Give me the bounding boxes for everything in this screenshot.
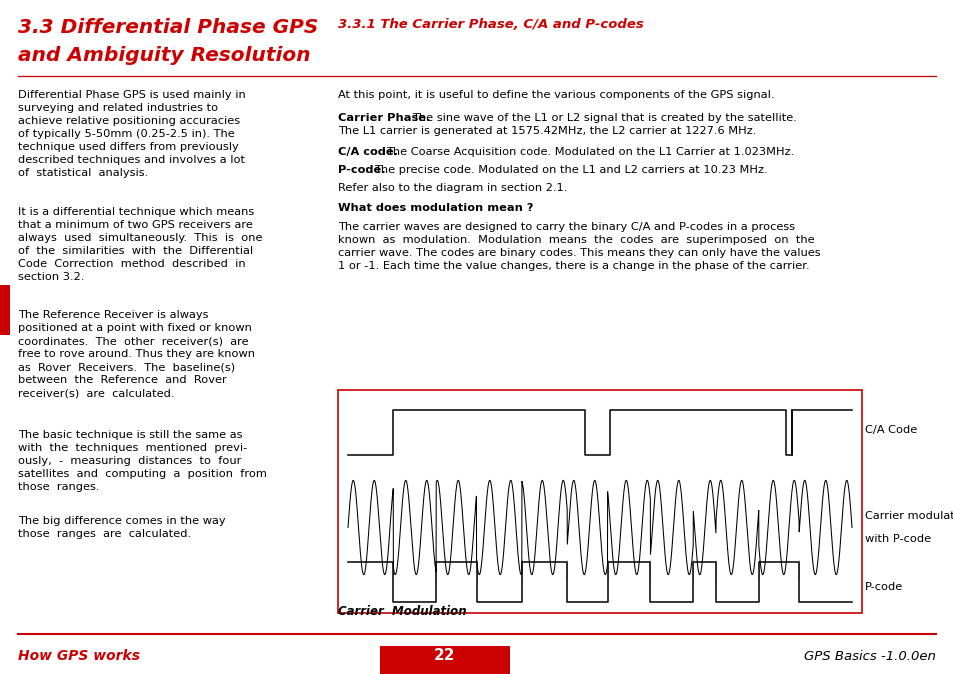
Text: P-code: P-code [864, 582, 902, 592]
Text: What does modulation mean ?: What does modulation mean ? [337, 203, 533, 213]
Text: The big difference comes in the way
those  ranges  are  calculated.: The big difference comes in the way thos… [18, 516, 226, 539]
Text: Differential Phase GPS is used mainly in
surveying and related industries to
ach: Differential Phase GPS is used mainly in… [18, 90, 246, 178]
Text: and Ambiguity Resolution: and Ambiguity Resolution [18, 46, 311, 65]
Text: 3.3.1 The Carrier Phase, C/A and P-codes: 3.3.1 The Carrier Phase, C/A and P-codes [337, 18, 643, 31]
Text: Carrier modulated: Carrier modulated [864, 511, 953, 521]
Text: 22: 22 [434, 648, 456, 663]
Text: The carrier waves are designed to carry the binary C/A and P-codes in a process
: The carrier waves are designed to carry … [337, 222, 820, 271]
Text: Refer also to the diagram in section 2.1.: Refer also to the diagram in section 2.1… [337, 183, 567, 193]
Text: How GPS works: How GPS works [18, 649, 140, 663]
Text: The Reference Receiver is always
positioned at a point with fixed or known
coord: The Reference Receiver is always positio… [18, 310, 254, 398]
Text: C/A code.: C/A code. [337, 147, 397, 157]
Text: P-code.: P-code. [337, 165, 385, 175]
Text: It is a differential technique which means
that a minimum of two GPS receivers a: It is a differential technique which mea… [18, 207, 262, 282]
Text: The Coarse Acquisition code. Modulated on the L1 Carrier at 1.023MHz.: The Coarse Acquisition code. Modulated o… [386, 147, 794, 157]
Bar [0, 285, 10, 335]
Text: C/A Code: C/A Code [864, 425, 916, 435]
Text: Carrier  Modulation: Carrier Modulation [337, 605, 466, 618]
Text: The precise code. Modulated on the L1 and L2 carriers at 10.23 MHz.: The precise code. Modulated on the L1 an… [374, 165, 767, 175]
Bar [379, 646, 510, 674]
Text: Carrier Phase.: Carrier Phase. [337, 113, 430, 123]
Text: GPS Basics -1.0.0en: GPS Basics -1.0.0en [803, 650, 935, 663]
Text: At this point, it is useful to define the various components of the GPS signal.: At this point, it is useful to define th… [337, 90, 774, 100]
Text: The sine wave of the L1 or L2 signal that is created by the satellite.: The sine wave of the L1 or L2 signal tha… [412, 113, 796, 123]
Text: 3.3 Differential Phase GPS: 3.3 Differential Phase GPS [18, 18, 318, 37]
Bar [337, 390, 862, 613]
Text: The L1 carrier is generated at 1575.42MHz, the L2 carrier at 1227.6 MHz.: The L1 carrier is generated at 1575.42MH… [337, 126, 756, 136]
Text: The basic technique is still the same as
with  the  techniques  mentioned  previ: The basic technique is still the same as… [18, 430, 267, 492]
Text: with P-code: with P-code [864, 534, 930, 544]
